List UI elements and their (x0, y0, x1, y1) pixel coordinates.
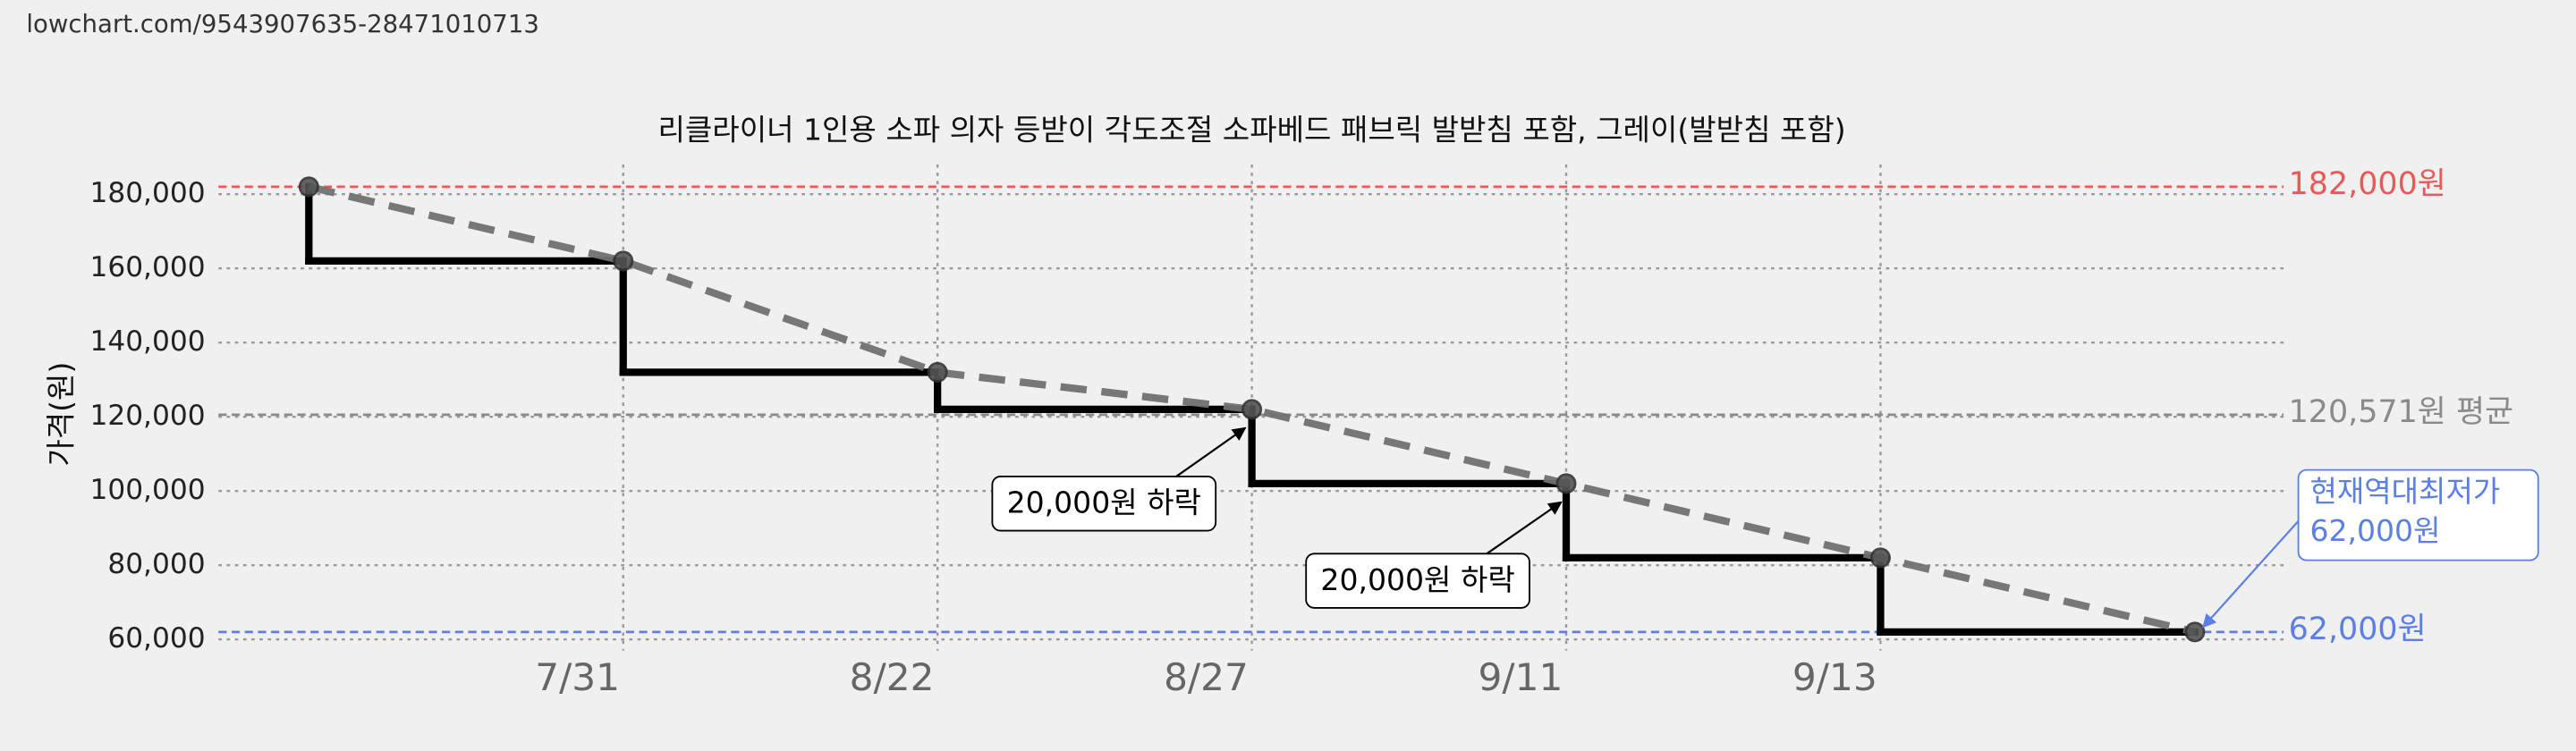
chart-title: 리클라이너 1인용 소파 의자 등받이 각도조절 소파베드 패브릭 발받침 포함… (657, 113, 1845, 148)
x-tick-label: 7/31 (535, 655, 620, 699)
annotation-arrow (1486, 501, 1563, 555)
y-tick-label: 180,000 (89, 177, 205, 209)
annotation-text: 20,000원 하락 (1007, 485, 1201, 520)
annotation-box (991, 476, 1217, 532)
x-tick-label: 8/27 (1164, 655, 1249, 699)
reference-label: 120,571원 평균 (2289, 394, 2514, 430)
current-low-text: 62,000원 (2309, 513, 2440, 548)
point (298, 176, 319, 198)
point (927, 361, 948, 383)
point (1869, 547, 1891, 569)
current-low-box (2297, 468, 2539, 561)
y-tick-label: 60,000 (107, 622, 205, 654)
y-tick-label: 160,000 (89, 251, 205, 283)
point (2184, 621, 2206, 643)
reference-label: 62,000원 (2289, 612, 2427, 647)
reference-label: 182,000원 (2289, 166, 2446, 202)
x-tick-label: 8/22 (850, 655, 935, 699)
url: lowchart.com/9543907635-28471010713 (26, 10, 539, 38)
y-axis-label: 가격(원) (43, 362, 78, 467)
y-tick-label: 140,000 (89, 325, 205, 358)
x-tick-label: 9/13 (1792, 655, 1877, 699)
annotation-arrow (1175, 426, 1247, 477)
y-tick-label: 80,000 (107, 548, 205, 580)
current-low-arrow (2202, 518, 2301, 629)
point (1555, 473, 1577, 494)
point (1241, 399, 1263, 420)
current-low-text: 현재역대최저가 (2309, 474, 2500, 509)
y-tick-label: 120,000 (89, 400, 205, 432)
y-tick-label: 100,000 (89, 474, 205, 506)
x-tick-label: 9/11 (1479, 655, 1563, 699)
annotation-text: 20,000원 하락 (1320, 562, 1514, 597)
point (613, 250, 634, 272)
annotation-box (1305, 553, 1530, 609)
